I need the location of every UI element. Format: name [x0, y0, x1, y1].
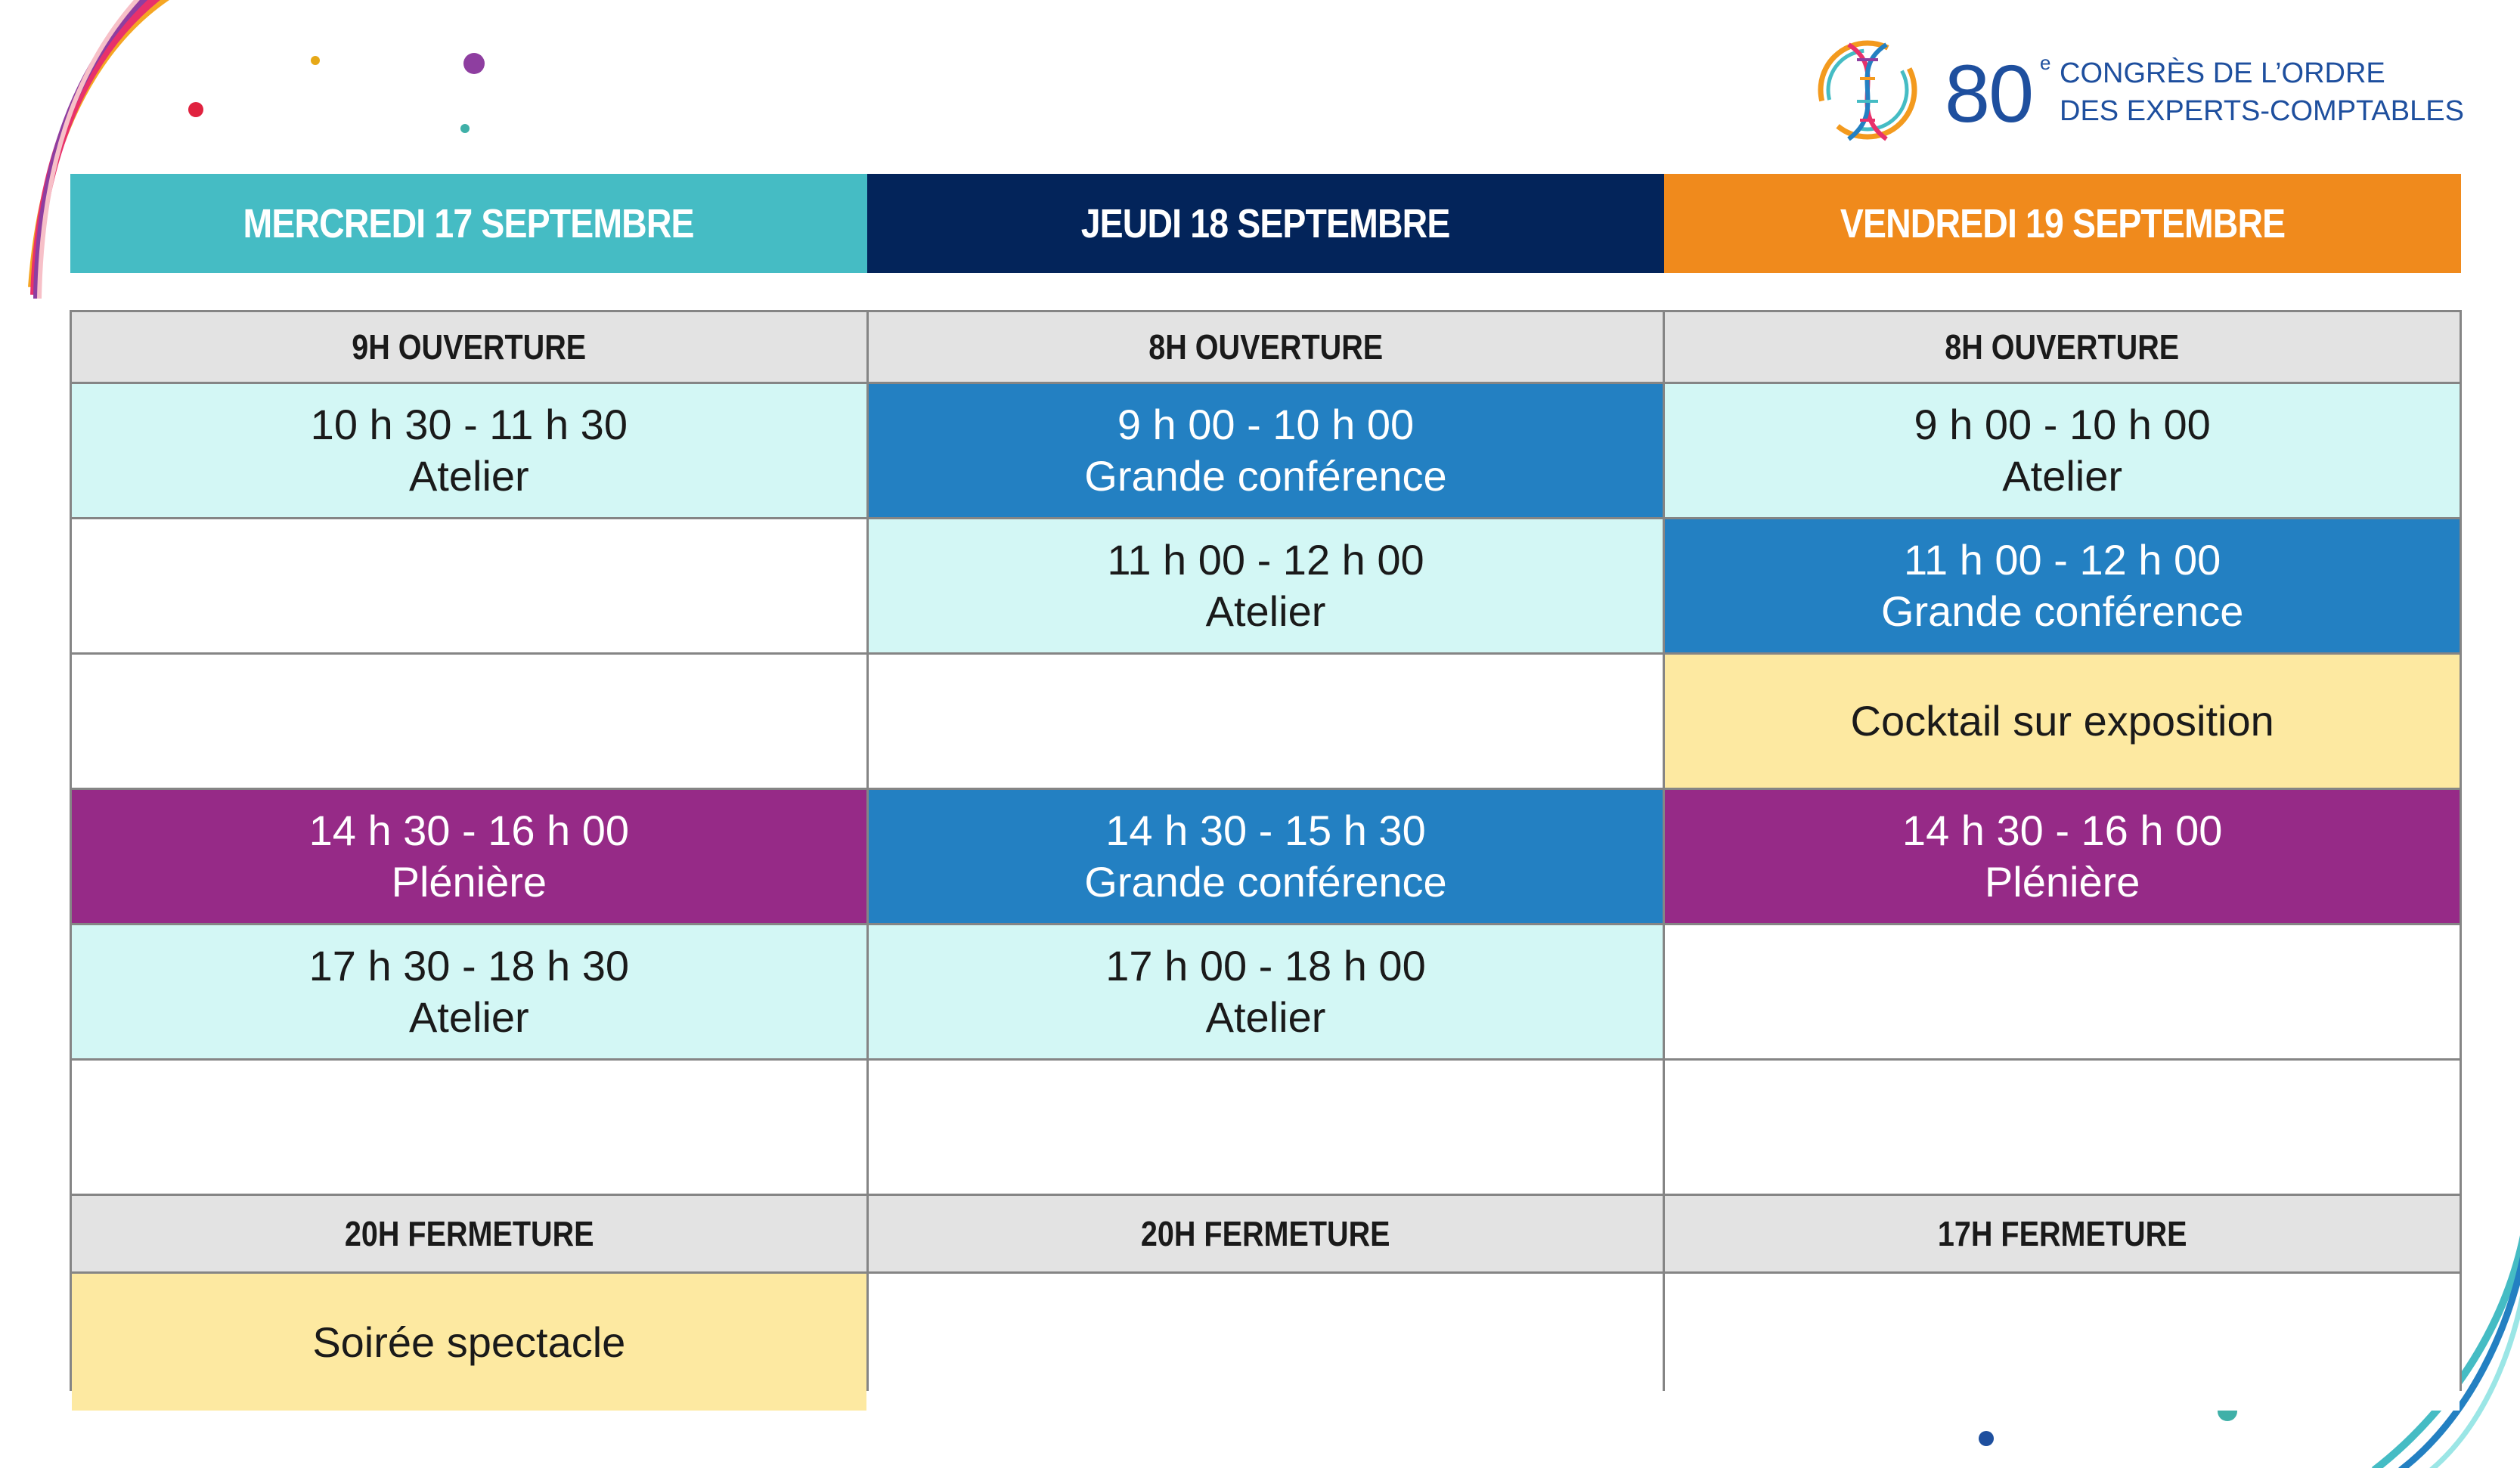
- slot-time: 11 h 00 - 12 h 00: [1904, 536, 2221, 584]
- slot-vendredi-grande-conference: 11 h 00 - 12 h 00 Grande conférence: [1665, 519, 2460, 652]
- slot-label: Atelier: [1205, 587, 1326, 635]
- slot-jeudi-atelier: 11 h 00 - 12 h 00 Atelier: [868, 519, 1663, 652]
- dna-helix-icon: [1818, 40, 1917, 141]
- slot-vendredi-pleniere: 14 h 30 - 16 h 00 Plénière: [1665, 790, 2460, 923]
- slot-jeudi-grande-conference: 9 h 00 - 10 h 00 Grande conférence: [868, 384, 1663, 517]
- empty-cell: [1665, 925, 2460, 1058]
- opening-vendredi: 8H OUVERTURE: [1665, 312, 2460, 382]
- day-header-vendredi: VENDREDI 19 SEPTEMBRE: [1664, 174, 2461, 273]
- slot-time: 14 h 30 - 15 h 30: [1105, 807, 1426, 854]
- slot-mercredi-atelier: 10 h 30 - 11 h 30 Atelier: [72, 384, 866, 517]
- slot-label: Atelier: [408, 993, 529, 1041]
- logo-line-2: DES EXPERTS-COMPTABLES: [2060, 95, 2464, 127]
- slot-time: 11 h 00 - 12 h 00: [1107, 536, 1424, 584]
- slot-label: Plénière: [1984, 858, 2140, 906]
- congress-logo: 80 e CONGRÈS DE L’ORDRE DES EXPERTS-COMP…: [1807, 26, 2487, 154]
- slot-mercredi-atelier-soir: 17 h 30 - 18 h 30 Atelier: [72, 925, 866, 1058]
- slot-time: 17 h 00 - 18 h 00: [1105, 942, 1426, 990]
- empty-cell: [868, 1274, 1663, 1411]
- slot-time: 10 h 30 - 11 h 30: [310, 401, 628, 448]
- slot-label: Soirée spectacle: [312, 1318, 626, 1366]
- slot-time: 14 h 30 - 16 h 00: [1902, 807, 2223, 854]
- empty-cell: [868, 1061, 1663, 1194]
- day-header-jeudi: JEUDI 18 SEPTEMBRE: [867, 174, 1664, 273]
- slot-label: Atelier: [408, 452, 529, 500]
- schedule-table: 9H OUVERTURE 8H OUVERTURE 8H OUVERTURE 1…: [70, 310, 2462, 1411]
- slot-time: 9 h 00 - 10 h 00: [1117, 401, 1415, 448]
- empty-cell: [72, 519, 866, 652]
- day-label: MERCREDI 17 SEPTEMBRE: [243, 200, 695, 246]
- slot-jeudi-atelier-soir: 17 h 00 - 18 h 00 Atelier: [868, 925, 1663, 1058]
- slot-time: 9 h 00 - 10 h 00: [1914, 401, 2211, 448]
- slot-time: 17 h 30 - 18 h 30: [308, 942, 630, 990]
- slot-label: Cocktail sur exposition: [1850, 697, 2274, 745]
- logo-text: CONGRÈS DE L’ORDRE DES EXPERTS-COMPTABLE…: [2060, 54, 2464, 130]
- empty-cell: [1665, 1274, 2460, 1411]
- day-header-mercredi: MERCREDI 17 SEPTEMBRE: [70, 174, 867, 273]
- slot-label: Atelier: [1205, 993, 1326, 1041]
- closing-vendredi: 17H FERMETURE: [1665, 1196, 2460, 1271]
- logo-line-1: CONGRÈS DE L’ORDRE: [2060, 57, 2385, 89]
- day-headers: MERCREDI 17 SEPTEMBRE JEUDI 18 SEPTEMBRE…: [70, 174, 2461, 273]
- opening-jeudi: 8H OUVERTURE: [868, 312, 1663, 382]
- logo-number: 80: [1945, 48, 2034, 139]
- slot-label: Grande conférence: [1084, 858, 1447, 906]
- empty-cell: [1665, 1061, 2460, 1194]
- slot-vendredi-cocktail: Cocktail sur exposition: [1665, 655, 2460, 788]
- day-label: VENDREDI 19 SEPTEMBRE: [1840, 200, 2286, 246]
- slot-label: Atelier: [2002, 452, 2123, 500]
- closing-mercredi: 20H FERMETURE: [72, 1196, 866, 1271]
- slot-label: Plénière: [391, 858, 547, 906]
- slot-time: 14 h 30 - 16 h 00: [308, 807, 630, 854]
- opening-mercredi: 9H OUVERTURE: [72, 312, 866, 382]
- empty-cell: [72, 1061, 866, 1194]
- empty-cell: [72, 655, 866, 788]
- logo-superscript: e: [2040, 51, 2051, 74]
- slot-jeudi-grande-conference-apres-midi: 14 h 30 - 15 h 30 Grande conférence: [868, 790, 1663, 923]
- closing-jeudi: 20H FERMETURE: [868, 1196, 1663, 1271]
- empty-cell: [868, 655, 1663, 788]
- slot-mercredi-pleniere: 14 h 30 - 16 h 00 Plénière: [72, 790, 866, 923]
- slot-label: Grande conférence: [1084, 452, 1447, 500]
- slot-mercredi-soiree-spectacle: Soirée spectacle: [72, 1274, 866, 1411]
- day-label: JEUDI 18 SEPTEMBRE: [1081, 200, 1451, 246]
- slot-vendredi-atelier: 9 h 00 - 10 h 00 Atelier: [1665, 384, 2460, 517]
- slot-label: Grande conférence: [1880, 587, 2244, 635]
